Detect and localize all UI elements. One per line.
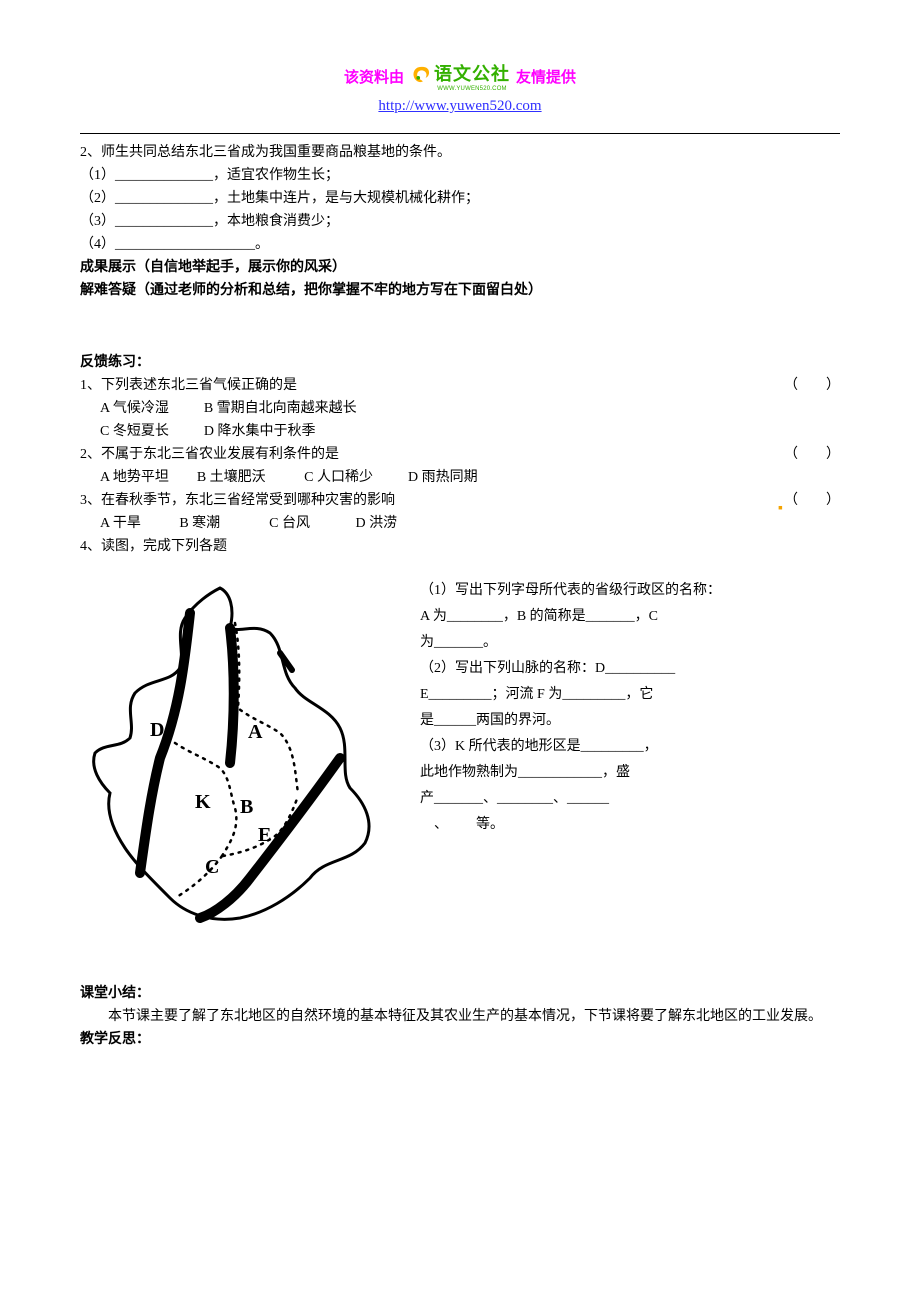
rq-2a: A 为________，B 的简称是_______，C <box>420 604 840 630</box>
map-and-questions: D A K B E C （1）写出下列字母所代表的省级行政区的名称： A 为__… <box>80 578 840 943</box>
rq-3b: E_________；河流 F 为_________，它 <box>420 682 840 708</box>
rq-1: （1）写出下列字母所代表的省级行政区的名称： <box>420 578 840 604</box>
rq-2b: 为_______。 <box>420 630 840 656</box>
logo-pinyin: WWW.YUWEN520.COM <box>434 86 510 92</box>
fk-q1-opts-2: C 冬短夏长 D 降水集中于秋季 <box>80 421 840 443</box>
fk-q1: 1、下列表述东北三省气候正确的是 （ ） <box>80 375 840 397</box>
fk-q4-intro: 4、读图，完成下列各题 <box>80 536 840 558</box>
map-label-B: B <box>240 796 253 818</box>
q2-intro: 2、师生共同总结东北三省成为我国重要商品粮基地的条件。 <box>80 142 840 164</box>
header-line: 该资料由 语文公社 WWW.YUWEN520.COM 友情提供 <box>80 60 840 92</box>
fk-q1-opts-1: A 气候冷湿 B 雪期自北向南越来越长 <box>80 398 840 420</box>
header: 该资料由 语文公社 WWW.YUWEN520.COM 友情提供 http://w… <box>80 60 840 115</box>
map-label-D: D <box>150 719 164 741</box>
fk-q1-paren: （ ） <box>784 375 840 397</box>
rq-3a: （2）写出下列山脉的名称：D__________ <box>420 656 840 682</box>
fk-q3-paren: ▪（ ） <box>778 490 840 512</box>
rq-3c: 是______两国的界河。 <box>420 708 840 734</box>
logo-cn: 语文公社 <box>434 64 510 84</box>
rq-4d: 、 等。 <box>420 812 840 838</box>
q2-item-3: （3）______________，本地粮食消费少； <box>80 211 840 233</box>
fk-q2-paren: （ ） <box>784 444 840 466</box>
fk-q2-text: 2、不属于东北三省农业发展有利条件的是 <box>80 444 784 466</box>
map-label-K: K <box>195 791 211 813</box>
fk-q2: 2、不属于东北三省农业发展有利条件的是 （ ） <box>80 444 840 466</box>
logo-swirl-icon <box>410 65 432 87</box>
fk-q3-text: 3、在春秋季节，东北三省经常受到哪种灾害的影响 <box>80 490 778 512</box>
q2-item-2: （2）______________，土地集中连片，是与大规模机械化耕作； <box>80 188 840 210</box>
chengguo-title: 成果展示（自信地举起手，展示你的风采） <box>80 257 840 279</box>
header-suffix: 友情提供 <box>516 66 576 87</box>
orange-dot-icon: ▪ <box>778 498 784 504</box>
summary-text: 本节课主要了解了东北地区的自然环境的基本特征及其农业生产的基本情况，下节课将要了… <box>80 1006 840 1028</box>
fk-q3-opts: A 干旱 B 寒潮 C 台风 D 洪涝 <box>80 513 840 535</box>
reflect-title: 教学反思： <box>80 1029 840 1051</box>
map-label-A: A <box>248 721 263 743</box>
rq-4c: 产_______、________、______ <box>420 786 840 812</box>
header-prefix: 该资料由 <box>344 66 404 87</box>
fk-q3: 3、在春秋季节，东北三省经常受到哪种灾害的影响 ▪（ ） <box>80 490 840 512</box>
rq-4a: （3）K 所代表的地形区是_________， <box>420 734 840 760</box>
jienan-title: 解难答疑（通过老师的分析和总结，把你掌握不牢的地方写在下面留白处） <box>80 280 840 302</box>
map-figure: D A K B E C <box>80 578 390 943</box>
q2-item-4: （4）____________________。 <box>80 234 840 256</box>
header-url[interactable]: http://www.yuwen520.com <box>80 98 840 115</box>
map-questions: （1）写出下列字母所代表的省级行政区的名称： A 为________，B 的简称… <box>420 578 840 838</box>
map-label-E: E <box>258 824 271 846</box>
fankui-title: 反馈练习： <box>80 352 840 374</box>
divider <box>80 133 840 134</box>
summary-title: 课堂小结： <box>80 983 840 1005</box>
map-label-C: C <box>205 856 219 878</box>
rq-4b: 此地作物熟制为____________，盛 <box>420 760 840 786</box>
fk-q2-opts: A 地势平坦 B 土壤肥沃 C 人口稀少 D 雨热同期 <box>80 467 840 489</box>
fk-q1-text: 1、下列表述东北三省气候正确的是 <box>80 375 784 397</box>
q2-item-1: （1）______________，适宜农作物生长； <box>80 165 840 187</box>
logo-text: 语文公社 WWW.YUWEN520.COM <box>434 60 510 92</box>
logo: 语文公社 WWW.YUWEN520.COM <box>410 60 510 92</box>
